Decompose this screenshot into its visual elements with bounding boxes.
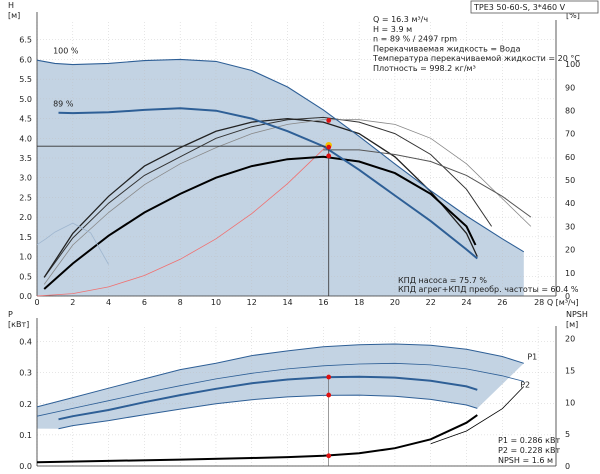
efficiency-marker-1	[326, 118, 332, 123]
efficiency-curve-1	[43, 116, 493, 278]
info-line: Q = 16.3 м³/ч	[373, 15, 428, 24]
q-tick-label: 2	[70, 298, 75, 307]
q-tick-label: 16	[318, 298, 328, 307]
h-tick-label: 3.5	[19, 154, 32, 163]
npsh-marker	[326, 453, 332, 459]
efficiency-curve-3	[43, 155, 477, 290]
eta-tick-label: 20	[565, 246, 575, 255]
h-tick-label: 2.5	[19, 193, 32, 202]
p2-marker	[326, 392, 332, 398]
efficiency-note: КПД насоса = 75.7 %	[398, 276, 487, 285]
p1-curve-89	[58, 375, 478, 421]
p1-marker	[326, 374, 332, 380]
title-box	[470, 0, 599, 14]
eta-tick-label: 100	[565, 60, 580, 69]
p1-series-label: P1	[527, 352, 537, 361]
eta-tick-label: 30	[565, 222, 575, 231]
eta-tick-label: 40	[565, 199, 575, 208]
h-tick-label: 0.5	[19, 272, 32, 281]
q-tick-label: 10	[211, 298, 221, 307]
speed-label-89: 89 %	[53, 100, 74, 109]
power-info-line: P1 = 0.286 кВт	[498, 436, 560, 445]
p-tick-label: 0.3	[19, 369, 32, 378]
h-tick-label: 6.0	[19, 55, 32, 64]
power-npsh-panel: 0.0 0.1 0.2 0.3 0.4 0 5 10 15 20 P[кВт] NPSH[м] P1 P2…	[8, 310, 588, 471]
h-tick-label: 5.0	[19, 95, 32, 104]
pump-curve-panel: 0.0 0.5 1.0 1.5 2.0 2.5 3.0 3.5 4.0 4.5 5.0 5.5 6.0 6…	[8, 1, 580, 307]
h-tick-label: 4.5	[19, 115, 32, 124]
npsh-tick-label: 0	[565, 462, 570, 471]
q-tick-label: 4	[106, 298, 111, 307]
h-tick-label: 3.0	[19, 174, 32, 183]
npsh-curve-89	[36, 414, 478, 464]
efficiency-note: КПД агрег+КПД преобр. частоты = 60.4 %	[398, 285, 579, 294]
efficiency-curve-5	[323, 149, 532, 218]
eta-tick-label: 70	[565, 130, 575, 139]
head-curve-89	[58, 107, 478, 260]
npsh-curve-100	[430, 386, 525, 445]
q-tick-label: 6	[142, 298, 147, 307]
h-tick-label: 0.0	[19, 292, 32, 301]
q-tick-label: 22	[426, 298, 436, 307]
eta-tick-label: 90	[565, 83, 575, 92]
p2-curve-100	[36, 362, 524, 417]
efficiency-marker-2	[326, 153, 332, 159]
q-axis-label: 28 Q [м³/ч]	[534, 298, 578, 307]
power-info-line: NPSH = 1.6 м	[498, 456, 553, 465]
q-tick-label: 12	[247, 298, 257, 307]
system-curve	[36, 143, 329, 297]
npsh-tick-label: 5	[565, 430, 570, 439]
q-tick-label: 8	[178, 298, 183, 307]
p-axis-unit: [кВт]	[8, 320, 29, 329]
eta-tick-label: 60	[565, 153, 575, 162]
p-tick-label: 0.0	[19, 462, 32, 471]
eta-tick-label: 10	[565, 269, 575, 278]
h-tick-label: 1.5	[19, 233, 32, 242]
q-tick-label: 14	[282, 298, 292, 307]
eta-tick-label: 50	[565, 176, 575, 185]
eta-axis-unit: [%]	[566, 11, 580, 20]
head-curve-100	[36, 58, 525, 253]
head-curve-min	[36, 222, 109, 265]
q-tick-label: 26	[497, 298, 507, 307]
npsh-tick-label: 10	[565, 398, 575, 407]
q-tick-label: 24	[461, 298, 471, 307]
q-tick-label: 0	[34, 298, 39, 307]
eta-tick-label: 80	[565, 106, 575, 115]
eta-tick-label: 0	[565, 292, 570, 301]
info-line: H = 3.9 м	[373, 25, 412, 34]
p-tick-label: 0.2	[19, 400, 32, 409]
info-line: n = 89 % / 2497 rpm	[373, 35, 457, 44]
npsh-axis-unit: [м]	[566, 320, 578, 329]
h-tick-label: 5.5	[19, 75, 32, 84]
duty-point-head-marker	[326, 144, 332, 150]
h-axis-unit: [м]	[8, 11, 20, 20]
h-tick-label: 1.0	[19, 253, 32, 262]
info-line: Плотность = 998.2 кг/м³	[373, 64, 476, 73]
h-tick-label: 4.0	[19, 134, 32, 143]
power-band	[37, 344, 524, 429]
npsh-tick-label: 15	[565, 367, 575, 376]
p-tick-label: 0.1	[19, 431, 32, 440]
info-line: Температура перекачиваемой жидкости = 20…	[372, 54, 580, 63]
npsh-axis-label: NPSH	[566, 310, 588, 319]
speed-label-100: 100 %	[53, 47, 79, 56]
p2-series-label: P2	[520, 380, 530, 389]
h-tick-label: 6.5	[19, 36, 32, 45]
power-info-line: P2 = 0.228 кВт	[498, 446, 560, 455]
q-tick-label: 20	[390, 298, 400, 307]
chart-title: TPE3 50-60-S, 3*460 V	[473, 3, 566, 12]
p1-curve-100	[36, 343, 524, 408]
npsh-tick-label: 20	[565, 335, 575, 344]
h-tick-label: 2.0	[19, 213, 32, 222]
q-tick-label: 18	[354, 298, 364, 307]
p-axis-label: P	[8, 310, 13, 319]
p2-curve-89	[58, 394, 478, 430]
info-line: Перекачиваемая жидкость = Вода	[373, 44, 521, 53]
efficiency-curve-4	[43, 119, 532, 285]
p-tick-label: 0.4	[19, 338, 32, 347]
h-axis-label: H	[8, 1, 14, 10]
